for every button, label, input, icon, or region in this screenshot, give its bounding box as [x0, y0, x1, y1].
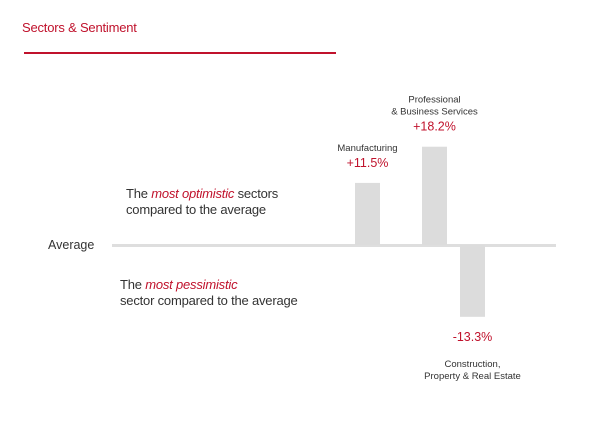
optimistic-note-suffix: sectors	[234, 186, 279, 201]
category-label-line: Property & Real Estate	[424, 371, 521, 382]
pessimistic-note-line2: sector compared to the average	[120, 293, 298, 308]
value-label-2: -13.3%	[453, 330, 493, 344]
optimistic-note: The most optimistic sectors compared to …	[126, 186, 278, 218]
optimistic-note-prefix: The	[126, 186, 152, 201]
category-label-1: Professional & Business Services	[391, 95, 478, 118]
category-label-line: & Business Services	[391, 107, 478, 118]
title-underline	[24, 52, 336, 54]
pessimistic-note-prefix: The	[120, 277, 146, 292]
bar-2	[460, 245, 485, 317]
category-label-line: Construction,	[445, 359, 501, 370]
pessimistic-note-highlight: most pessimistic	[145, 277, 238, 292]
value-label-0: +11.5%	[347, 156, 389, 170]
average-label: Average	[48, 238, 95, 252]
category-label-0: Manufacturing	[337, 143, 397, 154]
bar-0	[355, 182, 380, 245]
page-title: Sectors & Sentiment	[22, 20, 137, 35]
average-baseline	[112, 244, 556, 247]
pessimistic-note: The most pessimistic sector compared to …	[120, 277, 298, 309]
category-label-line: Manufacturing	[337, 143, 397, 154]
optimistic-note-line2: compared to the average	[126, 202, 266, 217]
optimistic-note-highlight: most optimistic	[151, 186, 235, 201]
category-label-line: Professional	[408, 95, 460, 106]
category-label-2: Construction, Property & Real Estate	[424, 359, 521, 382]
bar-1	[422, 146, 447, 245]
value-label-1: +18.2%	[413, 120, 456, 134]
